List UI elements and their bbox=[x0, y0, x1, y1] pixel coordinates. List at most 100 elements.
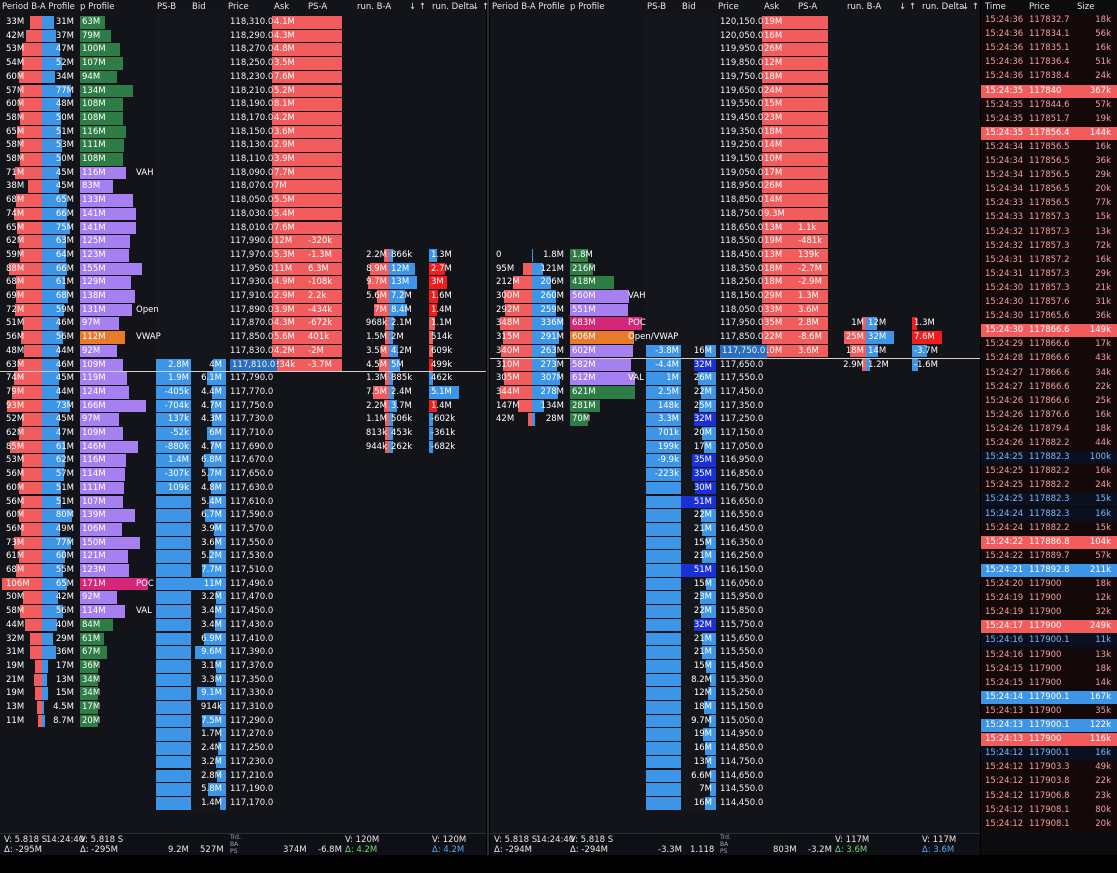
price-label[interactable]: 117,450.0 bbox=[720, 386, 764, 397]
price-label[interactable]: 117,910.0 bbox=[230, 291, 274, 301]
tape-header-time[interactable]: Time bbox=[985, 2, 1006, 12]
header-bap[interactable]: Period B-A Profile bbox=[492, 2, 565, 12]
header-runba[interactable]: run. B-A bbox=[847, 2, 882, 12]
price-label[interactable]: 117,170.0 bbox=[230, 797, 274, 808]
price-label[interactable]: 118,950.0 bbox=[720, 181, 764, 192]
price-label[interactable]: 119,050.0 bbox=[720, 167, 764, 178]
price-label[interactable]: 117,210.0 bbox=[230, 770, 274, 781]
header-pp[interactable]: p Profile bbox=[570, 2, 605, 12]
price-label[interactable]: 117,750.0 bbox=[230, 400, 274, 411]
price-label[interactable]: 117,250.0 bbox=[720, 414, 764, 425]
price-label[interactable]: 117,470.0 bbox=[230, 592, 274, 603]
price-label[interactable]: 117,650.0 bbox=[720, 359, 764, 370]
header-ask[interactable]: Ask bbox=[274, 2, 290, 12]
price-label[interactable]: 118,750.0 bbox=[720, 208, 764, 219]
price-label[interactable]: 118,310.0 bbox=[230, 17, 274, 27]
price-label[interactable]: 116,250.0 bbox=[720, 551, 764, 562]
price-label[interactable]: 118,050.0 bbox=[720, 304, 764, 315]
price-label[interactable]: 118,150.0 bbox=[720, 291, 764, 301]
header-psb[interactable]: PS-B bbox=[647, 2, 667, 12]
price-label[interactable]: 115,750.0 bbox=[720, 619, 764, 630]
header-pp[interactable]: p Profile bbox=[80, 2, 115, 12]
price-label[interactable]: 117,410.0 bbox=[230, 633, 274, 644]
price-label[interactable]: 117,730.0 bbox=[230, 414, 274, 425]
price-label[interactable]: 116,550.0 bbox=[720, 510, 764, 521]
price-label[interactable]: 117,790.0 bbox=[230, 373, 274, 384]
price-label[interactable]: 117,550.0 bbox=[720, 373, 764, 384]
price-label[interactable]: 119,550.0 bbox=[720, 99, 764, 110]
header-arrows2[interactable]: ↓ ↑ bbox=[962, 2, 979, 12]
price-label[interactable]: 118,210.0 bbox=[230, 85, 274, 96]
price-label[interactable]: 117,550.0 bbox=[230, 537, 274, 548]
price-label[interactable]: 118,850.0 bbox=[720, 195, 764, 206]
price-label[interactable]: 118,090.0 bbox=[230, 167, 274, 178]
price-label[interactable]: 117,810.0 bbox=[230, 358, 278, 372]
price-label[interactable]: 118,110.0 bbox=[230, 154, 274, 164]
price-label[interactable]: 118,130.0 bbox=[230, 140, 274, 151]
price-label[interactable]: 115,150.0 bbox=[720, 702, 764, 712]
header-bid[interactable]: Bid bbox=[192, 2, 206, 12]
price-label[interactable]: 117,230.0 bbox=[230, 756, 274, 767]
price-label[interactable]: 119,350.0 bbox=[720, 126, 764, 137]
price-label[interactable]: 117,630.0 bbox=[230, 482, 274, 493]
price-label[interactable]: 117,490.0 bbox=[230, 578, 274, 589]
tape-header-price[interactable]: Price bbox=[1029, 2, 1050, 12]
price-label[interactable]: 117,770.0 bbox=[230, 386, 274, 397]
price-label[interactable]: 114,850.0 bbox=[720, 743, 764, 754]
price-label[interactable]: 116,050.0 bbox=[720, 578, 764, 589]
header-psa[interactable]: PS-A bbox=[308, 2, 328, 12]
price-label[interactable]: 118,650.0 bbox=[720, 222, 764, 233]
price-label[interactable]: 120,150.0 bbox=[720, 17, 764, 27]
price-label[interactable]: 117,870.0 bbox=[230, 318, 274, 329]
price-label[interactable]: 117,750.0 bbox=[720, 344, 768, 358]
price-label[interactable]: 119,650.0 bbox=[720, 85, 764, 96]
header-rund[interactable]: run. Delta bbox=[432, 2, 475, 12]
price-label[interactable]: 117,990.0 bbox=[230, 236, 274, 247]
header-arrows1[interactable]: ↓ ↑ bbox=[899, 2, 916, 12]
price-label[interactable]: 117,570.0 bbox=[230, 523, 274, 534]
price-label[interactable]: 117,590.0 bbox=[230, 510, 274, 521]
header-bid[interactable]: Bid bbox=[682, 2, 696, 12]
price-label[interactable]: 117,670.0 bbox=[230, 455, 274, 466]
price-label[interactable]: 117,250.0 bbox=[230, 743, 274, 754]
price-label[interactable]: 118,190.0 bbox=[230, 99, 274, 110]
price-label[interactable]: 117,970.0 bbox=[230, 249, 274, 260]
price-label[interactable]: 117,850.0 bbox=[720, 332, 764, 343]
price-label[interactable]: 116,650.0 bbox=[720, 496, 764, 507]
price-label[interactable]: 114,750.0 bbox=[720, 756, 764, 767]
header-psb[interactable]: PS-B bbox=[157, 2, 177, 12]
price-label[interactable]: 119,150.0 bbox=[720, 154, 764, 164]
price-label[interactable]: 117,350.0 bbox=[230, 674, 274, 685]
price-label[interactable]: 115,250.0 bbox=[720, 688, 764, 699]
price-label[interactable]: 115,550.0 bbox=[720, 647, 764, 658]
price-label[interactable]: 116,350.0 bbox=[720, 537, 764, 548]
price-label[interactable]: 118,010.0 bbox=[230, 222, 274, 233]
price-label[interactable]: 120,050.0 bbox=[720, 30, 764, 41]
price-label[interactable]: 118,290.0 bbox=[230, 30, 274, 41]
tape-header-size[interactable]: Size bbox=[1077, 2, 1095, 12]
price-label[interactable]: 117,710.0 bbox=[230, 428, 274, 438]
price-label[interactable]: 115,650.0 bbox=[720, 633, 764, 644]
header-price[interactable]: Price bbox=[718, 2, 739, 12]
price-label[interactable]: 117,830.0 bbox=[230, 345, 274, 356]
header-runba[interactable]: run. B-A bbox=[357, 2, 392, 12]
price-label[interactable]: 118,050.0 bbox=[230, 195, 274, 206]
price-label[interactable]: 116,150.0 bbox=[720, 565, 764, 575]
price-label[interactable]: 117,950.0 bbox=[230, 263, 274, 274]
price-label[interactable]: 117,510.0 bbox=[230, 565, 274, 575]
price-label[interactable]: 114,550.0 bbox=[720, 784, 764, 795]
price-label[interactable]: 117,310.0 bbox=[230, 702, 274, 712]
price-label[interactable]: 117,450.0 bbox=[230, 606, 274, 617]
price-label[interactable]: 119,750.0 bbox=[720, 71, 764, 82]
header-bap[interactable]: Period B-A Profile bbox=[2, 2, 75, 12]
price-label[interactable]: 117,370.0 bbox=[230, 660, 274, 671]
price-label[interactable]: 117,430.0 bbox=[230, 619, 274, 630]
price-label[interactable]: 116,450.0 bbox=[720, 523, 764, 534]
price-label[interactable]: 117,350.0 bbox=[720, 400, 764, 411]
price-label[interactable]: 119,450.0 bbox=[720, 112, 764, 123]
price-label[interactable]: 115,350.0 bbox=[720, 674, 764, 685]
header-price[interactable]: Price bbox=[228, 2, 249, 12]
price-label[interactable]: 117,690.0 bbox=[230, 441, 274, 452]
price-label[interactable]: 117,270.0 bbox=[230, 729, 274, 740]
price-label[interactable]: 116,950.0 bbox=[720, 455, 764, 466]
